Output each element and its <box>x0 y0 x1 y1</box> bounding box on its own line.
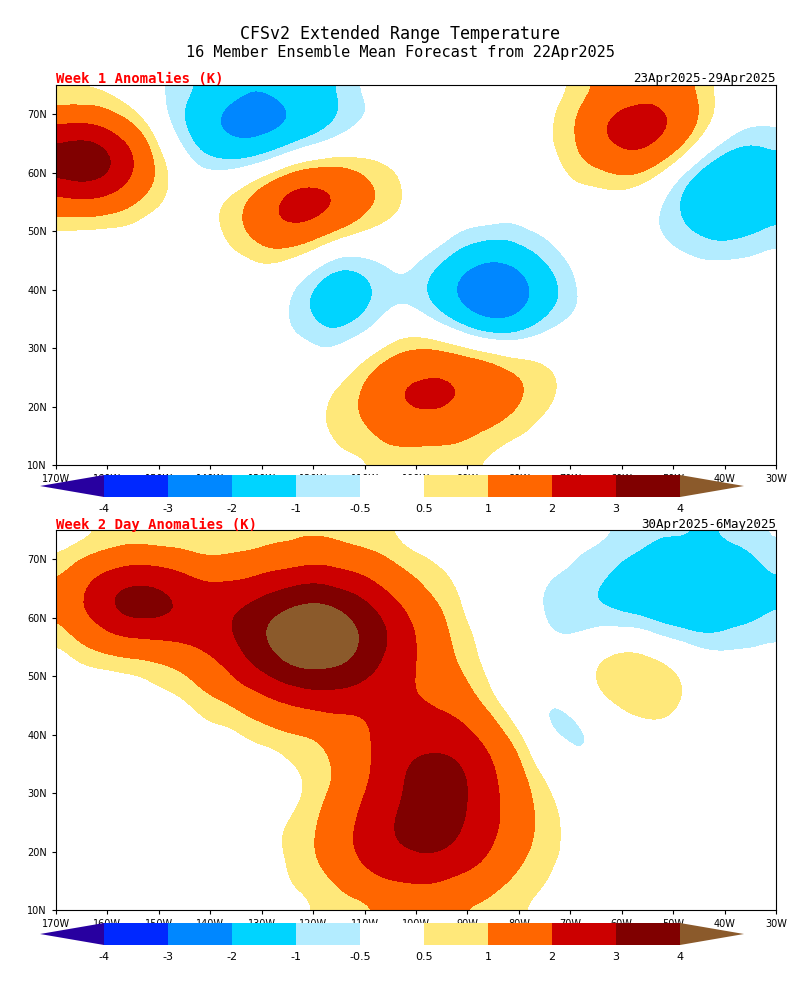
Bar <box>360 475 424 497</box>
Text: 2: 2 <box>549 504 555 514</box>
Bar <box>616 475 680 497</box>
Text: -3: -3 <box>162 952 174 962</box>
Bar <box>104 923 168 945</box>
Polygon shape <box>680 923 744 945</box>
Bar <box>424 923 488 945</box>
Text: -1: -1 <box>290 504 302 514</box>
Bar <box>296 923 360 945</box>
Text: -0.5: -0.5 <box>349 952 371 962</box>
Text: 23Apr2025-29Apr2025: 23Apr2025-29Apr2025 <box>634 72 776 85</box>
Bar <box>360 923 424 945</box>
Text: 4: 4 <box>677 504 683 514</box>
Text: 3: 3 <box>613 504 619 514</box>
Text: Week 2 Day Anomalies (K): Week 2 Day Anomalies (K) <box>56 518 257 532</box>
Text: 3: 3 <box>613 952 619 962</box>
Text: 16 Member Ensemble Mean Forecast from 22Apr2025: 16 Member Ensemble Mean Forecast from 22… <box>186 45 614 60</box>
Text: Week 1 Anomalies (K): Week 1 Anomalies (K) <box>56 72 223 86</box>
Text: 1: 1 <box>485 952 491 962</box>
Text: -1: -1 <box>290 952 302 962</box>
Text: -4: -4 <box>98 504 110 514</box>
Text: 0.5: 0.5 <box>415 952 433 962</box>
Bar <box>552 923 616 945</box>
Bar <box>232 475 296 497</box>
Bar <box>168 923 232 945</box>
Bar <box>488 923 552 945</box>
Bar <box>168 475 232 497</box>
Text: -2: -2 <box>226 952 238 962</box>
Text: -4: -4 <box>98 952 110 962</box>
Polygon shape <box>40 923 104 945</box>
Polygon shape <box>40 475 104 497</box>
Polygon shape <box>680 475 744 497</box>
Text: -0.5: -0.5 <box>349 504 371 514</box>
Text: -2: -2 <box>226 504 238 514</box>
Bar <box>616 923 680 945</box>
Text: -3: -3 <box>162 504 174 514</box>
Bar <box>104 475 168 497</box>
Text: 0.5: 0.5 <box>415 504 433 514</box>
Bar <box>424 475 488 497</box>
Bar <box>296 475 360 497</box>
Bar <box>552 475 616 497</box>
Text: 30Apr2025-6May2025: 30Apr2025-6May2025 <box>641 518 776 531</box>
Text: 1: 1 <box>485 504 491 514</box>
Bar <box>488 475 552 497</box>
Bar <box>232 923 296 945</box>
Text: CFSv2 Extended Range Temperature: CFSv2 Extended Range Temperature <box>240 25 560 43</box>
Text: 2: 2 <box>549 952 555 962</box>
Text: 4: 4 <box>677 952 683 962</box>
